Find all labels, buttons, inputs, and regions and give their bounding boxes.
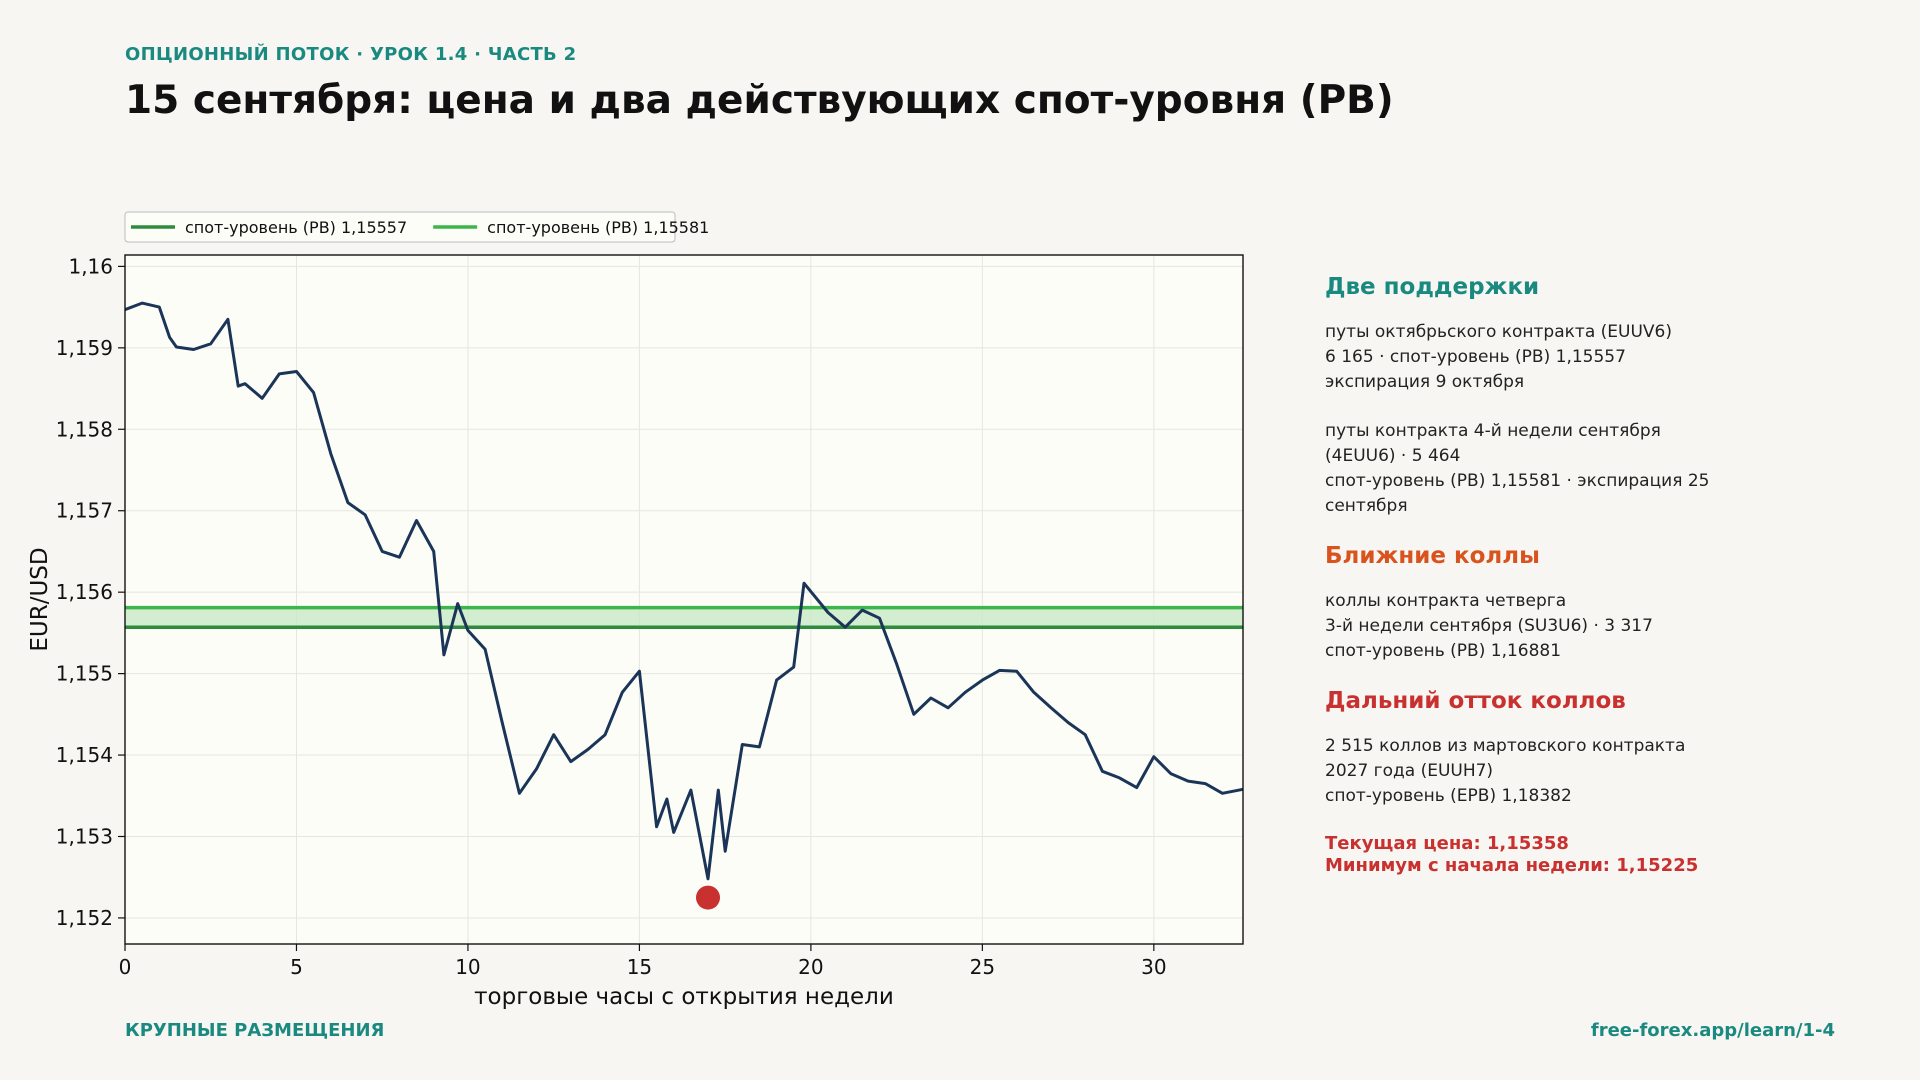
text-line: путы контракта 4-й недели сентября xyxy=(1325,421,1661,441)
x-tick-label: 30 xyxy=(1141,955,1166,979)
section-heading: Две поддержки xyxy=(1325,274,1540,300)
text-line: 3-й недели сентября (SU3U6) · 3 317 xyxy=(1325,616,1653,636)
section-text: коллы контракта четверга 3-й недели сентя… xyxy=(1325,589,1845,664)
section-text: путы октябрьского контракта (EUUV6) 6 165… xyxy=(1325,320,1845,395)
legend: спот-уровень (PB) 1,15557 спот-уровень (P… xyxy=(124,211,709,243)
x-tick-label: 10 xyxy=(455,955,480,979)
text-line: спот-уровень (PB) 1,16881 xyxy=(1325,641,1562,661)
y-tick-label: 1,153 xyxy=(56,824,113,848)
title: 15 сентября: цена и два действующих спот… xyxy=(125,78,1394,123)
y-tick-label: 1,154 xyxy=(56,743,113,767)
y-tick-label: 1,156 xyxy=(56,580,113,604)
text-line: экспирация 9 октября xyxy=(1325,372,1525,392)
section-text: путы контракта 4-й недели сентября (4EUU6… xyxy=(1325,419,1845,519)
y-tick-label: 1,159 xyxy=(56,336,113,360)
text-line: спот-уровень (PB) 1,15581 · экспирация 2… xyxy=(1325,471,1710,491)
highlight: Текущая цена: 1,15358 xyxy=(1325,833,1569,854)
x-tick-label: 15 xyxy=(627,955,652,979)
section-heading: Дальний отток коллов xyxy=(1325,688,1626,714)
y-axis-label: EUR/USD xyxy=(27,547,53,651)
highlight: Минимум с начала недели: 1,15225 xyxy=(1325,855,1699,876)
text-line: спот-уровень (EPB) 1,18382 xyxy=(1325,786,1572,806)
y-tick-label: 1,157 xyxy=(56,499,113,523)
section-text: 2 515 коллов из мартовского контракта 202… xyxy=(1325,734,1845,809)
footer-left: КРУПНЫЕ РАЗМЕЩЕНИЯ xyxy=(125,1020,385,1041)
text-line: коллы контракта четверга xyxy=(1325,591,1567,611)
level-band xyxy=(125,607,1243,628)
y-tick-label: 1,158 xyxy=(56,417,113,441)
legend-box xyxy=(124,211,676,243)
text-line: (4EUU6) · 5 464 xyxy=(1325,446,1461,466)
x-axis-label: торговые часы с открытия недели xyxy=(474,984,894,1010)
plot-frame xyxy=(124,254,1244,945)
section-heading: Ближние коллы xyxy=(1325,543,1540,569)
y-tick-label: 1,152 xyxy=(56,906,113,930)
y-tick-label: 1,155 xyxy=(56,662,113,686)
text-line: 6 165 · спот-уровень (PB) 1,15557 xyxy=(1325,347,1626,367)
x-tick-label: 5 xyxy=(290,955,303,979)
low-marker xyxy=(696,885,721,910)
legend-label: спот-уровень (PB) 1,15557 xyxy=(185,218,407,237)
y-tick-label: 1,16 xyxy=(68,254,113,278)
price-line xyxy=(124,301,1244,881)
plot-area xyxy=(125,255,1243,944)
footer-link: free-forex.app/learn/1-4 xyxy=(1590,1020,1835,1041)
text-line: 2 515 коллов из мартовского контракта xyxy=(1325,736,1686,756)
x-tick-label: 20 xyxy=(798,955,823,979)
x-tick-label: 25 xyxy=(970,955,995,979)
text-line: сентября xyxy=(1325,496,1408,516)
text-line: путы октябрьского контракта (EUUV6) xyxy=(1325,322,1672,342)
kicker: ОПЦИОННЫЙ ПОТОК · УРОК 1.4 · ЧАСТЬ 2 xyxy=(125,44,577,65)
legend-label: спот-уровень (PB) 1,15581 xyxy=(487,218,709,237)
side-panel: Две поддержки путы октябрьского контракта… xyxy=(1325,274,1845,877)
x-tick-label: 0 xyxy=(119,955,132,979)
text-line: 2027 года (EUUH7) xyxy=(1325,761,1494,781)
